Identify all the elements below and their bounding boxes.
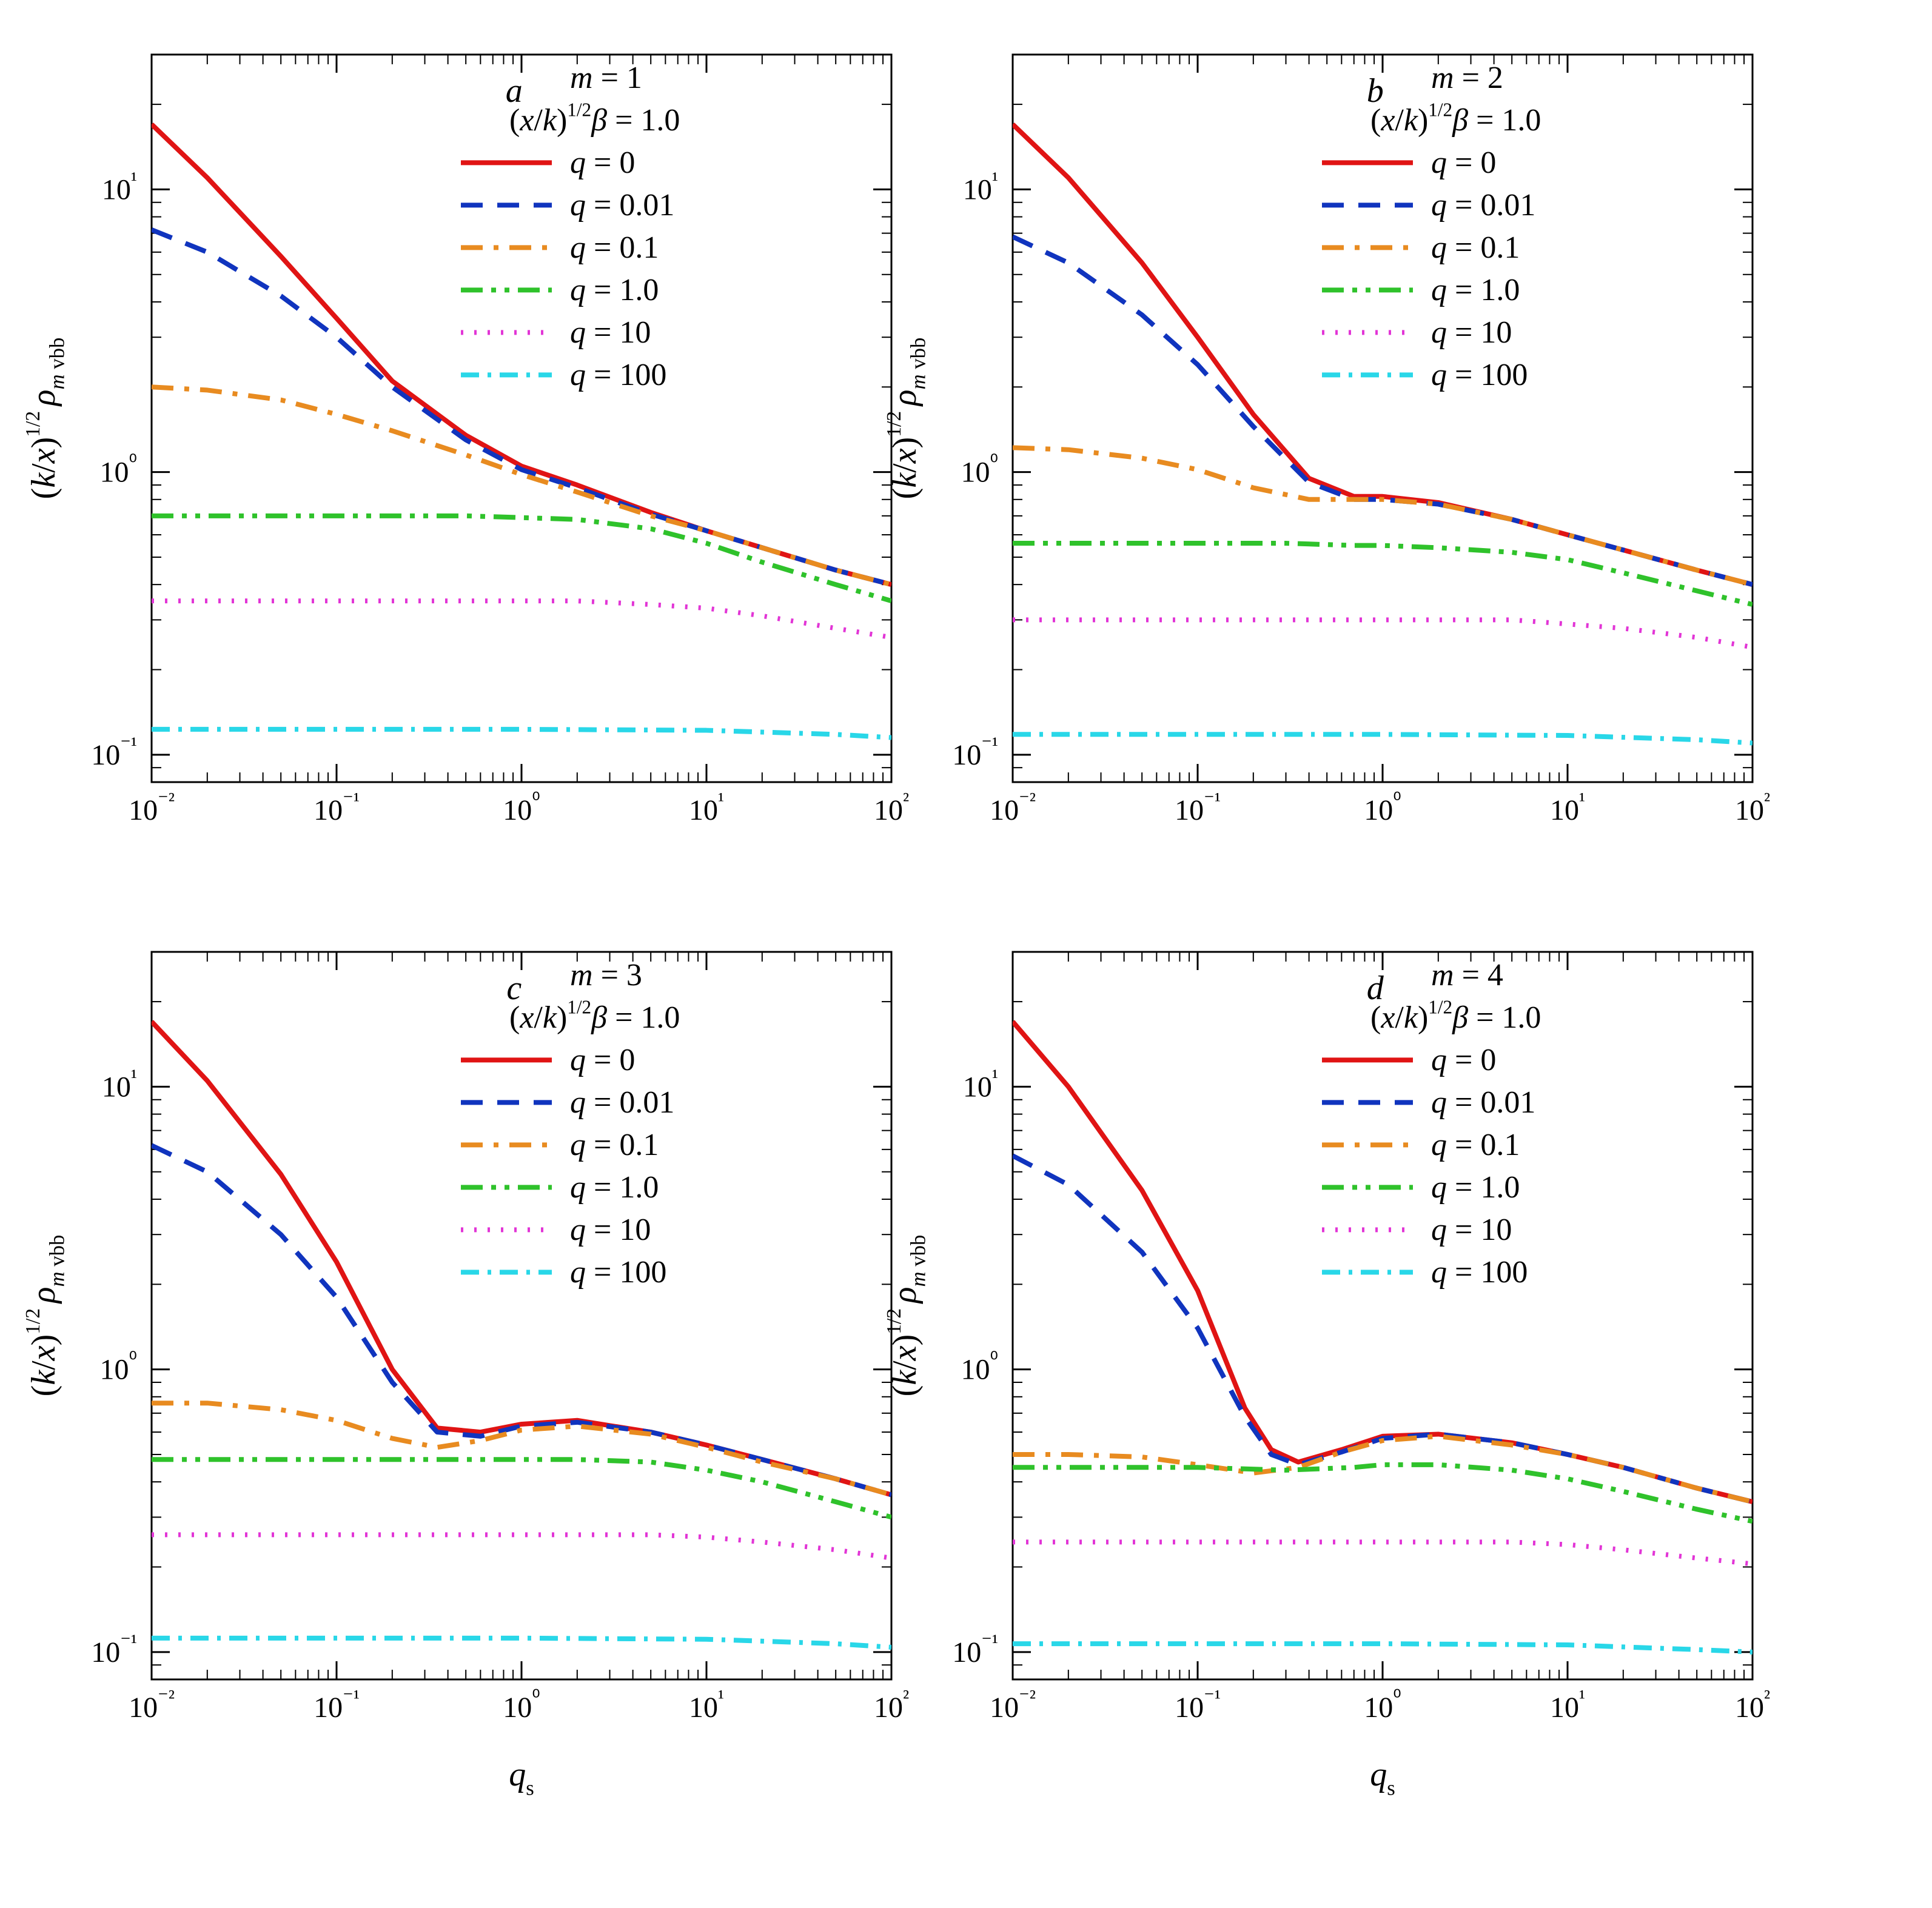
legend-beta: (x/k)1/2β = 1.0 [509,99,680,138]
svg-text:10⁻²: 10⁻² [990,789,1036,826]
y-axis-label: (k/x)1/2 ρm vbb [22,1235,69,1397]
legend-item-q100: q = 100 [1431,358,1528,392]
svg-text:10⁻¹: 10⁻¹ [314,789,360,826]
legend-item-q0: q = 0 [570,1043,635,1077]
svg-text:10⁻²: 10⁻² [990,1686,1036,1724]
series-q0 [152,1022,891,1495]
series-q0 [152,124,891,584]
svg-text:10⁰: 10⁰ [961,451,998,489]
svg-text:10⁰: 10⁰ [100,451,137,489]
svg-text:10⁻¹: 10⁻¹ [952,1631,998,1669]
legend-item-q1: q = 1.0 [570,273,659,307]
svg-text:10⁰: 10⁰ [1364,1686,1401,1724]
svg-text:10¹: 10¹ [102,1066,137,1103]
series-q10 [152,1535,891,1558]
svg-text:10¹: 10¹ [963,169,998,206]
series-q01 [152,1403,891,1495]
legend-item-q1: q = 1.0 [1431,273,1520,307]
svg-text:10⁻²: 10⁻² [129,789,175,826]
svg-text:10²: 10² [874,789,909,826]
series-q10 [152,601,891,637]
svg-text:10⁻¹: 10⁻¹ [1175,789,1221,826]
legend-item-q10: q = 10 [570,315,651,350]
svg-text:10⁻¹: 10⁻¹ [952,734,998,771]
svg-text:10⁻²: 10⁻² [129,1686,175,1724]
svg-text:10⁰: 10⁰ [1364,789,1401,826]
svg-text:10⁻¹: 10⁻¹ [314,1686,360,1724]
svg-text:10²: 10² [874,1686,909,1724]
legend-item-q0: q = 0 [1431,1043,1496,1077]
x-axis-label: qs [1370,1756,1395,1800]
series-q100 [1013,734,1753,743]
y-axis-label: (k/x)1/2 ρm vbb [883,1235,930,1397]
legend-item-q10: q = 10 [570,1213,651,1247]
legend-item-q01: q = 0.1 [570,1128,659,1162]
x-axis-label: qs [509,1756,534,1800]
series-q01 [1013,447,1753,584]
legend-beta: (x/k)1/2β = 1.0 [1370,99,1541,138]
svg-text:10⁰: 10⁰ [100,1348,137,1386]
svg-text:10⁰: 10⁰ [503,789,540,826]
svg-text:10⁰: 10⁰ [503,1686,540,1724]
legend-item-q100: q = 100 [570,358,666,392]
svg-text:10⁻¹: 10⁻¹ [91,1631,137,1669]
legend-item-q10: q = 10 [1431,315,1512,350]
legend-m: m = 2 [1431,61,1503,95]
legend-beta: (x/k)1/2β = 1.0 [509,997,680,1035]
legend-item-q001: q = 0.01 [1431,188,1535,223]
legend-item-q001: q = 0.01 [570,1085,674,1120]
svg-text:10¹: 10¹ [1550,789,1585,826]
series-q1 [152,516,891,601]
y-axis-label: (k/x)1/2 ρm vbb [22,338,69,500]
series-q10 [1013,1542,1753,1564]
series-q01 [1013,1436,1753,1502]
series-q100 [1013,1644,1753,1652]
series-q1 [1013,543,1753,604]
svg-text:10²: 10² [1735,789,1770,826]
series-q001 [152,230,891,584]
series-q0 [1013,124,1753,584]
legend-m: m = 4 [1431,958,1503,992]
legend-item-q100: q = 100 [570,1255,666,1290]
svg-text:10¹: 10¹ [963,1066,998,1103]
legend-item-q01: q = 0.1 [1431,1128,1520,1162]
legend-item-q1: q = 1.0 [1431,1170,1520,1205]
svg-text:10⁻¹: 10⁻¹ [1175,1686,1221,1724]
svg-text:10¹: 10¹ [102,169,137,206]
legend-item-q100: q = 100 [1431,1255,1528,1290]
legend-m: m = 3 [570,958,642,992]
legend-item-q0: q = 0 [570,146,635,180]
svg-text:10¹: 10¹ [689,1686,724,1724]
svg-text:10²: 10² [1735,1686,1770,1724]
legend-item-q001: q = 0.01 [570,188,674,223]
series-q001 [1013,1156,1753,1502]
legend-item-q1: q = 1.0 [570,1170,659,1205]
series-q0 [1013,1022,1753,1502]
legend-item-q0: q = 0 [1431,146,1496,180]
svg-text:10⁰: 10⁰ [961,1348,998,1386]
figure-svg: 10⁻²10⁻¹10⁰10¹10²10⁻¹10⁰10¹am = 1(x/k)1/… [0,0,1932,1908]
series-q100 [152,1638,891,1647]
legend-m: m = 1 [570,61,642,95]
legend-item-q10: q = 10 [1431,1213,1512,1247]
legend-item-q01: q = 0.1 [1431,230,1520,265]
legend-item-q001: q = 0.01 [1431,1085,1535,1120]
series-q001 [152,1145,891,1495]
svg-text:10⁻¹: 10⁻¹ [91,734,137,771]
svg-text:10¹: 10¹ [1550,1686,1585,1724]
y-axis-label: (k/x)1/2 ρm vbb [883,338,930,500]
series-q100 [152,729,891,738]
svg-text:10¹: 10¹ [689,789,724,826]
series-q10 [1013,620,1753,647]
legend-item-q01: q = 0.1 [570,230,659,265]
legend-beta: (x/k)1/2β = 1.0 [1370,997,1541,1035]
